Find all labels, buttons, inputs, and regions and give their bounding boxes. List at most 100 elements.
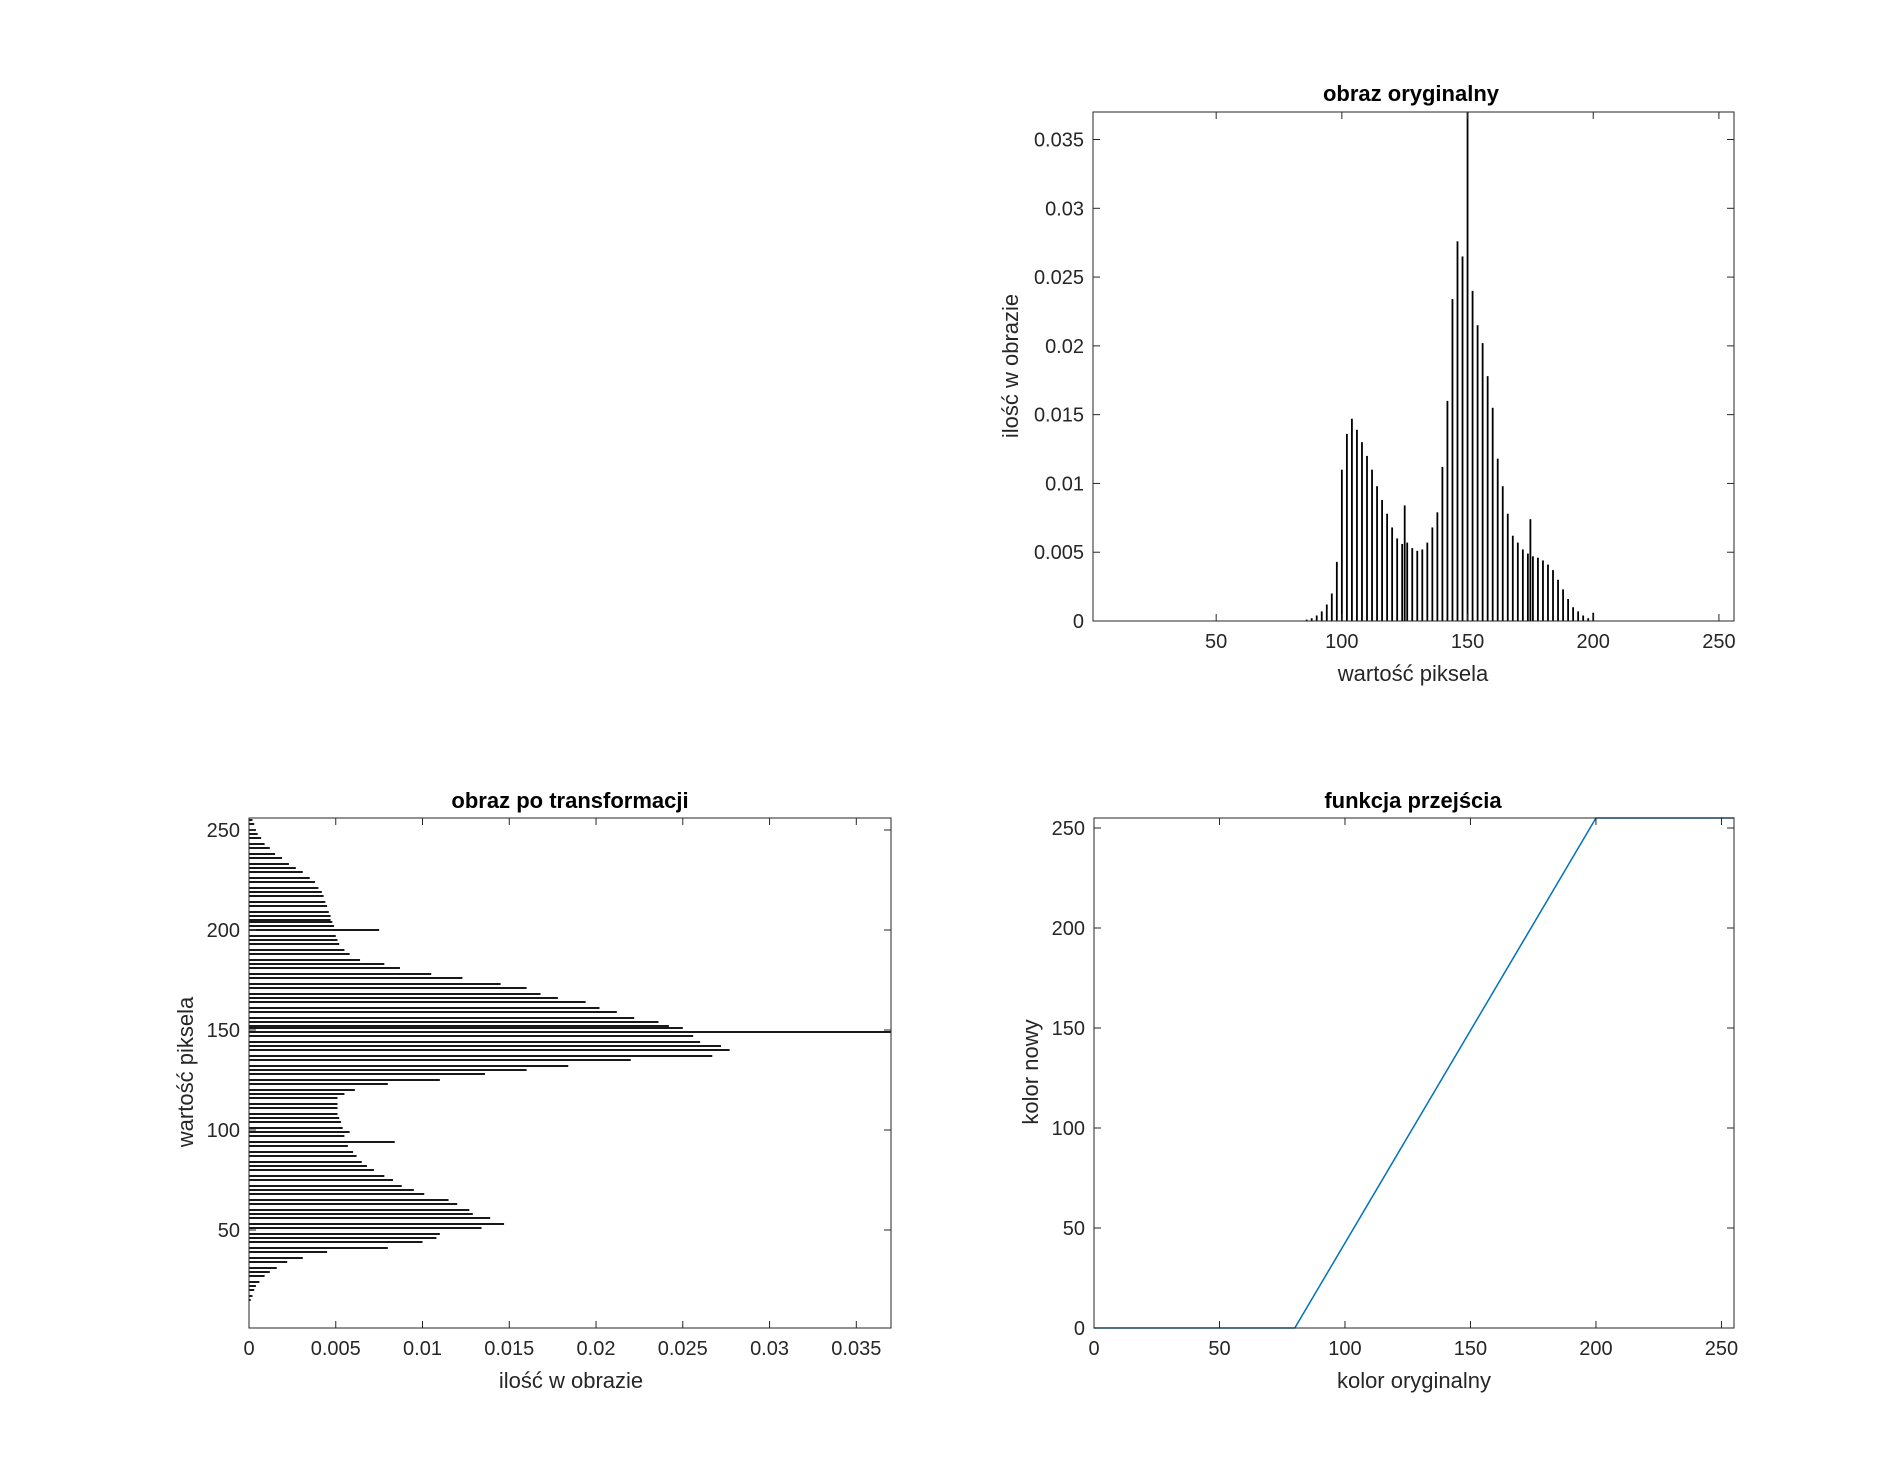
bar <box>1587 618 1590 621</box>
bar <box>1476 325 1479 621</box>
bar <box>1526 553 1529 621</box>
y-tick-label: 0.02 <box>1045 336 1084 358</box>
y-tick-label: 0.015 <box>1034 405 1084 427</box>
bar <box>249 881 315 883</box>
bar <box>249 1295 253 1297</box>
bar <box>249 929 380 931</box>
bar <box>1345 433 1348 621</box>
bar <box>1371 469 1373 621</box>
bar <box>1529 519 1532 621</box>
bar <box>1532 556 1534 621</box>
bar <box>249 1093 345 1095</box>
x-tick-label: 150 <box>1451 631 1484 653</box>
bar <box>249 963 385 965</box>
bar <box>249 1127 343 1129</box>
bar <box>249 993 541 995</box>
bar <box>1436 512 1439 621</box>
bar <box>249 843 265 845</box>
bar <box>1562 589 1564 621</box>
bar <box>1330 593 1333 621</box>
x-tick-label: 0 <box>243 1338 254 1360</box>
bar <box>1416 550 1419 621</box>
y-tick-label: 0.035 <box>1034 130 1084 152</box>
bar <box>249 911 329 913</box>
bar <box>249 1045 721 1047</box>
bar <box>1456 241 1459 621</box>
bar <box>249 837 262 839</box>
bar <box>1466 112 1469 621</box>
y-tick-label: 250 <box>1052 818 1085 840</box>
bar <box>1501 486 1504 621</box>
bar <box>249 987 527 989</box>
bar <box>249 1011 617 1013</box>
bar <box>249 1193 425 1195</box>
bar <box>249 905 328 907</box>
bar <box>249 819 253 821</box>
bar <box>249 1223 505 1225</box>
chart-hist-original: obraz oryginalny 50 100 150 200 250 0 0.005 0.… <box>998 81 1736 686</box>
x-tick-label: 0.035 <box>831 1338 881 1360</box>
bar <box>249 1097 338 1099</box>
bar <box>1431 527 1434 621</box>
bar <box>249 977 463 979</box>
y-tick-label: 50 <box>218 1220 240 1242</box>
bar <box>249 1117 340 1119</box>
bar <box>1361 442 1363 621</box>
bar <box>249 1001 586 1003</box>
bar <box>1511 535 1514 621</box>
bar <box>249 1227 482 1229</box>
y-tick-label: 150 <box>207 1020 240 1042</box>
bar <box>249 1169 374 1171</box>
bar <box>249 919 331 921</box>
bar <box>249 1237 437 1239</box>
bar <box>1366 455 1368 621</box>
bar <box>249 1049 730 1051</box>
bar <box>249 1161 362 1163</box>
bar <box>1386 513 1389 621</box>
x-tick-label: 200 <box>1577 631 1610 653</box>
x-axis-label: ilość w obrazie <box>499 1368 643 1393</box>
y-tick-label: 100 <box>207 1120 240 1142</box>
y-tick-label: 100 <box>1052 1118 1085 1140</box>
y-ticks: 0 50 100 150 200 250 <box>1052 818 1734 1340</box>
x-axis-label: kolor oryginalny <box>1337 1368 1491 1393</box>
bar <box>249 1281 260 1283</box>
bar <box>249 1203 458 1205</box>
bar <box>249 1289 255 1291</box>
bar <box>249 953 350 955</box>
x-ticks: 50 100 150 200 250 <box>1205 112 1736 653</box>
bar <box>1426 542 1429 621</box>
bar <box>249 833 258 835</box>
bar <box>249 949 345 951</box>
bar <box>249 1135 345 1137</box>
y-tick-label: 0.03 <box>1045 198 1084 220</box>
y-axis-label: kolor nowy <box>1018 1019 1043 1124</box>
bar <box>249 823 255 825</box>
bar <box>249 847 270 849</box>
x-tick-label: 100 <box>1328 1338 1361 1360</box>
bar <box>1441 466 1444 621</box>
bar <box>1491 407 1494 621</box>
bar <box>1340 469 1343 621</box>
bar <box>249 1121 341 1123</box>
bar <box>249 1017 635 1019</box>
bar <box>1537 557 1539 621</box>
axes-box <box>1092 111 1735 622</box>
x-tick-label: 0.025 <box>658 1338 708 1360</box>
bar <box>249 1031 891 1033</box>
y-tick-label: 250 <box>207 820 240 842</box>
y-tick-label: 50 <box>1063 1218 1085 1240</box>
x-tick-label: 0.005 <box>311 1338 361 1360</box>
bar <box>1315 615 1318 621</box>
bar <box>1516 542 1519 621</box>
x-axis-label: wartość piksela <box>1337 661 1489 686</box>
chart-title: obraz oryginalny <box>1323 81 1500 106</box>
bar <box>249 1213 473 1215</box>
bar <box>249 1199 449 1201</box>
bar <box>249 1103 338 1105</box>
bar <box>249 1179 394 1181</box>
bar <box>1547 564 1549 621</box>
x-tick-label: 50 <box>1205 631 1227 653</box>
bar <box>1481 343 1484 621</box>
